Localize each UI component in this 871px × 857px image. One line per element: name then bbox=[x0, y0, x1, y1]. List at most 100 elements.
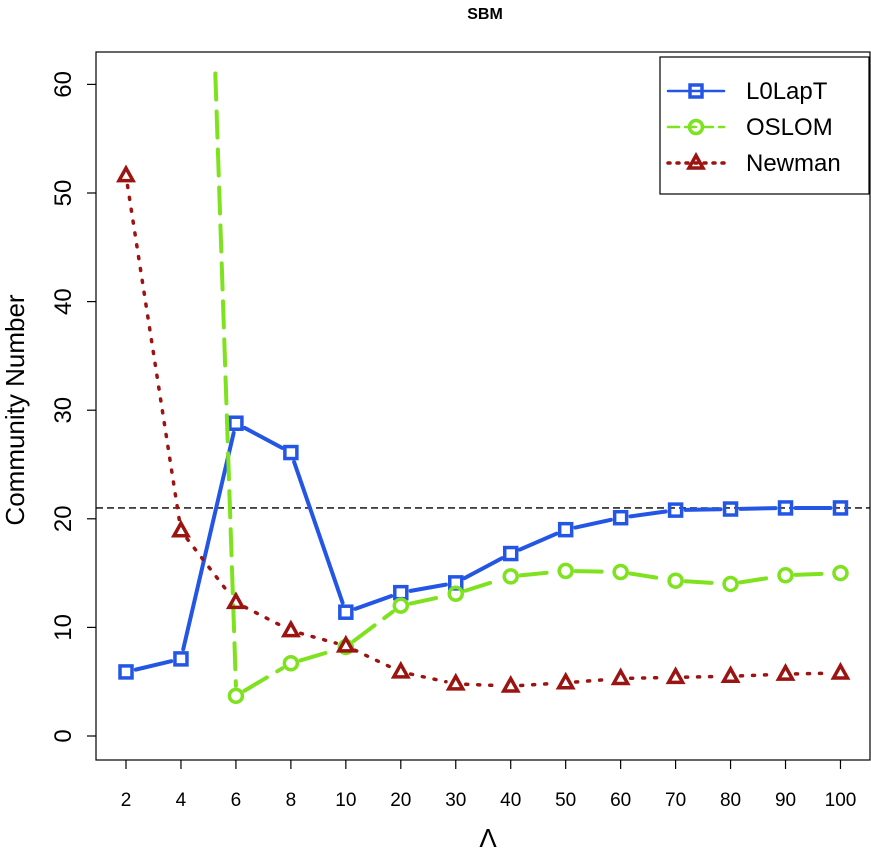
oslom-line-segment bbox=[242, 666, 285, 693]
newman-point bbox=[335, 634, 356, 653]
oslom-line-segment bbox=[573, 569, 613, 574]
oslom-extra-segment bbox=[213, 71, 238, 688]
oslom-point bbox=[667, 572, 684, 589]
newman-line-segment bbox=[185, 536, 232, 597]
l0lapt-point bbox=[228, 415, 244, 431]
plot-area bbox=[96, 71, 870, 705]
l0lapt-point bbox=[777, 500, 794, 516]
newman-point bbox=[390, 660, 411, 679]
plot-frame bbox=[95, 51, 871, 761]
oslom-point bbox=[502, 568, 519, 585]
oslom-line-segment bbox=[351, 609, 395, 643]
x-tick-label: 50 bbox=[555, 790, 576, 811]
oslom-line-segment bbox=[738, 574, 778, 585]
l0lapt-line-segment bbox=[462, 556, 504, 581]
y-axis-label: Community Number bbox=[0, 294, 30, 526]
x-tick-label: 4 bbox=[176, 790, 187, 811]
l0lapt-line-segment bbox=[353, 593, 394, 611]
oslom-line-segment bbox=[298, 647, 339, 663]
legend-label-newman: Newman bbox=[746, 150, 841, 177]
newman-line-segment bbox=[298, 631, 338, 645]
l0lapt-point bbox=[612, 509, 629, 526]
newman-point bbox=[116, 164, 136, 183]
oslom-line-segment bbox=[518, 569, 558, 578]
oslom-point bbox=[612, 563, 629, 581]
x-tick-label: 20 bbox=[390, 790, 411, 811]
y-tick-label: 40 bbox=[50, 288, 77, 315]
l0lapt-point bbox=[688, 83, 704, 99]
l0lapt-line-segment bbox=[628, 509, 668, 519]
newman-line-segment bbox=[738, 672, 778, 678]
y-tick-label: 60 bbox=[50, 71, 77, 98]
l0lapt-point bbox=[283, 444, 299, 461]
y-tick-label: 30 bbox=[50, 397, 77, 424]
oslom-point bbox=[777, 567, 794, 584]
l0lapt-line-segment bbox=[573, 517, 613, 530]
y-tick-label: 50 bbox=[50, 180, 77, 207]
newman-line-segment bbox=[518, 681, 558, 688]
y-tick-label: 0 bbox=[50, 729, 77, 742]
oslom-point bbox=[687, 118, 705, 136]
oslom-point bbox=[227, 687, 245, 705]
oslom-point bbox=[557, 562, 574, 580]
newman-point bbox=[775, 663, 796, 681]
l0lapt-point bbox=[557, 521, 574, 538]
l0lapt-line-segment bbox=[181, 430, 236, 652]
newman-line-segment bbox=[464, 682, 503, 688]
oslom-point bbox=[392, 597, 410, 614]
legend-box bbox=[659, 56, 870, 195]
newman-line-segment bbox=[793, 671, 833, 676]
l0lapt-point bbox=[338, 604, 354, 620]
oslom-point bbox=[282, 654, 300, 672]
oslom-line-segment bbox=[628, 571, 668, 582]
newman-point bbox=[225, 591, 246, 610]
oslom-point bbox=[832, 564, 849, 582]
x-tick-label: 90 bbox=[775, 790, 796, 811]
l0lapt-line-segment bbox=[683, 507, 723, 512]
x-tick-label: 60 bbox=[610, 790, 631, 811]
x-tick-label: 40 bbox=[500, 790, 521, 811]
newman-point bbox=[555, 671, 576, 690]
x-tick-label: 70 bbox=[665, 790, 686, 811]
x-tick-label: 8 bbox=[286, 790, 297, 811]
oslom-line-segment bbox=[683, 579, 723, 586]
l0lapt-point bbox=[832, 500, 849, 516]
x-tick-label: 100 bbox=[825, 790, 857, 811]
oslom-point bbox=[447, 585, 465, 602]
y-tick-label: 20 bbox=[50, 505, 77, 532]
newman-line-segment bbox=[243, 605, 284, 628]
l0lapt-point bbox=[118, 664, 134, 680]
x-tick-label: 30 bbox=[445, 790, 466, 811]
chart-title: SBM bbox=[467, 6, 503, 23]
newman-line-segment bbox=[573, 677, 613, 684]
l0lapt-line-segment bbox=[517, 531, 559, 552]
l0lapt-point bbox=[667, 502, 684, 518]
oslom-point bbox=[722, 575, 739, 593]
l0lapt-line-segment bbox=[292, 460, 345, 605]
l0lapt-line-segment bbox=[738, 506, 778, 511]
newman-line-segment bbox=[628, 675, 668, 680]
newman-point bbox=[445, 672, 466, 691]
newman-line-segment bbox=[408, 672, 448, 684]
newman-point bbox=[665, 666, 686, 685]
legend-label-l0lapt: L0LapT bbox=[746, 78, 828, 105]
x-tick-label: 80 bbox=[720, 790, 741, 811]
newman-point bbox=[830, 661, 851, 680]
l0lapt-point bbox=[393, 584, 409, 601]
l0lapt-line-segment bbox=[133, 659, 174, 672]
x-axis-label: Λ bbox=[479, 823, 497, 853]
newman-point bbox=[686, 151, 706, 170]
newman-point bbox=[170, 519, 191, 538]
x-tick-label: 6 bbox=[231, 790, 242, 811]
oslom-line-segment bbox=[408, 593, 448, 606]
newman-point bbox=[280, 619, 301, 638]
newman-line-segment bbox=[683, 674, 723, 679]
newman-point bbox=[610, 667, 631, 686]
newman-line-segment bbox=[125, 183, 182, 523]
l0lapt-point bbox=[722, 501, 739, 517]
legend-label-oslom: OSLOM bbox=[746, 114, 833, 141]
newman-point bbox=[500, 674, 521, 693]
oslom-line-segment bbox=[793, 571, 833, 577]
l0lapt-line-segment bbox=[242, 425, 285, 450]
